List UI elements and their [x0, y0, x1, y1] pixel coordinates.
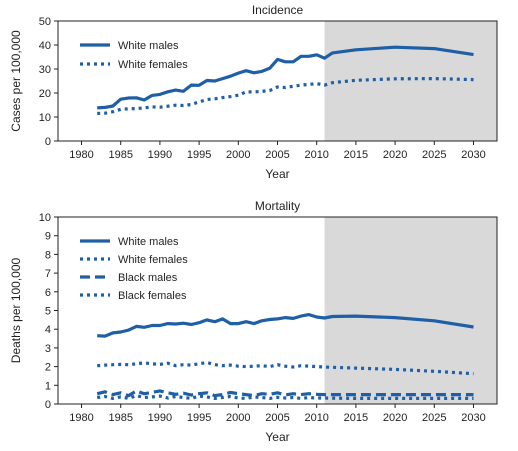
x-tick-label: 2000: [226, 412, 250, 424]
y-axis-label: Cases per 100,000: [9, 30, 23, 132]
x-tick-label: 2025: [422, 412, 446, 424]
x-tick-label: 1990: [148, 412, 172, 424]
series-line-white-males: [97, 313, 474, 338]
series-line-black-males: [96, 389, 474, 398]
x-tick-label: 1995: [187, 149, 211, 161]
x-axis-label: Year: [265, 430, 289, 444]
legend-label: White females: [118, 254, 188, 266]
x-tick-label: 2030: [461, 149, 485, 161]
y-tick-label: 10: [39, 212, 51, 224]
x-tick-label: 2005: [265, 412, 289, 424]
y-tick-label: 2: [45, 362, 51, 374]
x-tick-label: 1990: [148, 149, 172, 161]
y-tick-label: 0: [45, 136, 51, 148]
chart-title: Incidence: [252, 3, 304, 17]
x-tick-label: 2030: [461, 412, 485, 424]
x-tick-label: 2000: [226, 149, 250, 161]
x-tick-label: 1985: [108, 149, 132, 161]
y-tick-label: 3: [45, 343, 51, 355]
y-tick-label: 20: [39, 88, 51, 100]
x-tick-label: 2020: [383, 412, 407, 424]
y-tick-label: 9: [45, 231, 51, 243]
x-tick-label: 2015: [344, 149, 368, 161]
y-tick-label: 10: [39, 112, 51, 124]
chart-panel-1: Mortality 0 1 2 3 4 5 6 7 8 9 10 1980 1985 1990 1995 200…: [9, 199, 498, 444]
legend-label: White males: [118, 40, 179, 52]
y-tick-label: 1: [45, 380, 51, 392]
series-line-white-males: [97, 45, 474, 110]
x-tick-label: 1985: [108, 412, 132, 424]
x-tick-label: 2015: [344, 412, 368, 424]
y-tick-label: 30: [39, 64, 51, 76]
x-tick-label: 1995: [187, 412, 211, 424]
legend-label: White males: [118, 236, 179, 248]
x-tick-label: 2025: [422, 149, 446, 161]
y-tick-label: 6: [45, 287, 51, 299]
y-axis-label: Deaths per 100,000: [9, 257, 23, 363]
series-line-black-females: [96, 394, 474, 400]
y-tick-label: 50: [39, 16, 51, 28]
y-tick-label: 8: [45, 249, 51, 261]
y-tick-label: 0: [45, 399, 51, 411]
x-tick-label: 2005: [265, 149, 289, 161]
legend-label: Black males: [118, 272, 178, 284]
x-tick-label: 1980: [69, 412, 93, 424]
y-tick-label: 40: [39, 40, 51, 52]
legend-label: White females: [118, 59, 188, 71]
x-axis-label: Year: [265, 167, 289, 181]
legend-label: Black females: [118, 290, 187, 302]
y-tick-label: 7: [45, 268, 51, 280]
chart-title: Mortality: [255, 199, 300, 213]
series-line-white-females: [97, 76, 474, 115]
x-tick-label: 2010: [304, 149, 328, 161]
y-tick-label: 5: [45, 306, 51, 318]
x-tick-label: 1980: [69, 149, 93, 161]
projection-shade: [324, 217, 497, 404]
x-tick-label: 2020: [383, 149, 407, 161]
y-tick-label: 4: [45, 324, 51, 336]
series-line-white-females: [97, 360, 474, 376]
x-tick-label: 2010: [304, 412, 328, 424]
